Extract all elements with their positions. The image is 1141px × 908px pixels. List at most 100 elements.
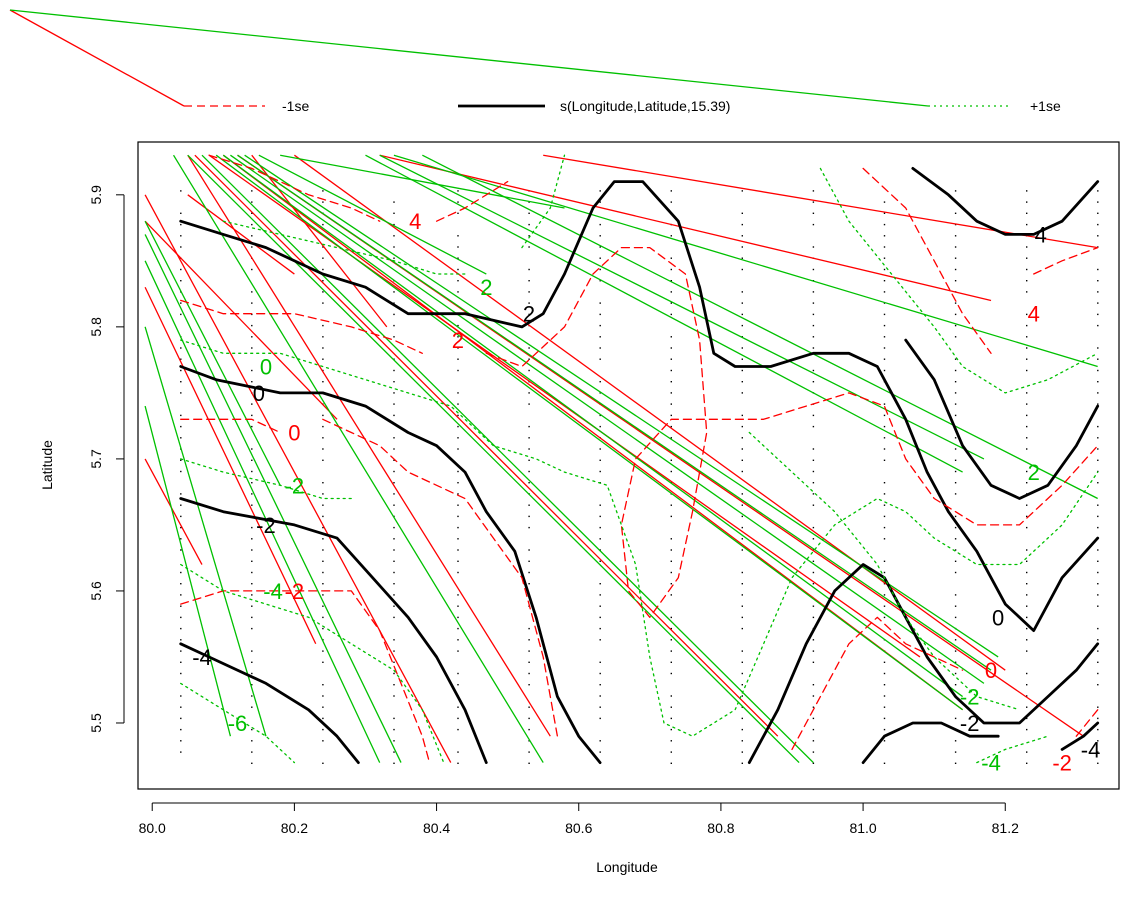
sample-point <box>883 403 886 405</box>
sample-point <box>457 717 459 720</box>
sample-point <box>180 538 182 540</box>
sample-point <box>528 728 530 731</box>
sample-point <box>1097 515 1099 518</box>
sample-point <box>812 482 815 484</box>
sample-point <box>528 358 530 360</box>
sample-point <box>180 212 182 214</box>
sample-point <box>393 616 395 619</box>
sample-point <box>1097 369 1099 372</box>
minus-1se-contour-0 <box>322 418 559 737</box>
sample-point <box>393 482 395 484</box>
sample-point <box>883 728 886 731</box>
y-tick-label: 5.7 <box>88 449 104 469</box>
sample-point <box>741 526 743 529</box>
sample-point <box>1097 223 1099 226</box>
sample-point <box>251 246 253 248</box>
sample-point <box>528 560 530 562</box>
sample-point <box>599 470 601 473</box>
sample-point <box>599 538 601 540</box>
x-tick-label: 80.6 <box>565 820 592 836</box>
sample-point <box>251 223 253 226</box>
sample-point <box>812 448 815 450</box>
sample-point <box>322 223 324 226</box>
sample-point <box>251 605 253 607</box>
green-straight-segment <box>144 260 381 763</box>
sample-point <box>1097 482 1099 484</box>
sample-point <box>1026 448 1028 450</box>
sample-point <box>741 706 743 708</box>
sample-point <box>954 560 957 562</box>
sample-point <box>251 336 253 338</box>
sample-point <box>393 740 395 742</box>
sample-point <box>457 728 459 731</box>
sample-point <box>883 414 886 417</box>
plot-frame <box>137 141 1120 790</box>
minus-1se-contour-2 <box>1033 246 1099 275</box>
sample-point <box>457 336 459 338</box>
sample-point <box>393 403 395 405</box>
sample-point <box>741 571 743 574</box>
sample-point <box>1097 437 1099 439</box>
sample-point <box>322 627 324 630</box>
sample-point <box>812 381 815 383</box>
sample-point <box>393 684 395 686</box>
sample-point <box>954 324 957 327</box>
red-straight-segment <box>251 154 388 328</box>
sample-point <box>883 504 886 506</box>
green-straight-segment <box>379 154 985 460</box>
sample-point <box>741 493 743 495</box>
sample-point <box>528 549 530 551</box>
sample-point <box>741 538 743 540</box>
sample-point <box>954 358 957 360</box>
sample-point <box>393 594 395 596</box>
sample-point <box>812 324 815 327</box>
sample-point <box>322 347 324 349</box>
green-straight-segment <box>258 154 487 275</box>
legend-label: +1se <box>1030 98 1061 114</box>
sample-point <box>812 201 815 203</box>
sample-point <box>528 526 530 529</box>
sample-point <box>741 751 743 753</box>
sample-point <box>599 672 601 675</box>
smooth-contour--2 <box>747 563 1100 764</box>
sample-point <box>1097 740 1099 742</box>
sample-point <box>599 594 601 596</box>
sample-point <box>883 268 886 271</box>
y-tick-label: 5.6 <box>88 581 104 601</box>
sample-point <box>670 358 672 360</box>
sample-point <box>180 470 182 473</box>
sample-point <box>528 403 530 405</box>
sample-point <box>670 515 672 518</box>
sample-point <box>883 661 886 663</box>
plus-1se-contour--4 <box>180 563 445 764</box>
sample-point <box>528 706 530 708</box>
plus-1se-contour-2 <box>222 220 466 275</box>
sample-point <box>251 571 253 574</box>
smooth-contour-4 <box>911 167 1100 236</box>
sample-point <box>670 549 672 551</box>
sample-point <box>1097 583 1099 585</box>
sample-point <box>741 762 743 764</box>
sample-point <box>322 695 324 697</box>
sample-point <box>393 639 395 641</box>
sample-point <box>670 302 672 304</box>
sample-point <box>812 706 815 708</box>
sample-point <box>180 302 182 304</box>
sample-point <box>954 526 957 529</box>
sample-point <box>322 493 324 495</box>
sample-point <box>599 740 601 742</box>
sample-point <box>670 470 672 473</box>
sample-point <box>599 257 601 259</box>
sample-point <box>1026 549 1028 551</box>
sample-point <box>670 560 672 562</box>
sample-point <box>251 291 253 293</box>
y-tick-label: 5.8 <box>88 317 104 337</box>
sample-point <box>599 381 601 383</box>
sample-point <box>741 190 743 192</box>
sample-point <box>883 358 886 360</box>
sample-point <box>457 324 459 327</box>
sample-point <box>393 695 395 697</box>
contour-label: 0 <box>985 658 997 683</box>
sample-point <box>599 201 601 203</box>
y-axis: 5.5 5.6 5.7 5.8 5.9 <box>88 185 125 733</box>
